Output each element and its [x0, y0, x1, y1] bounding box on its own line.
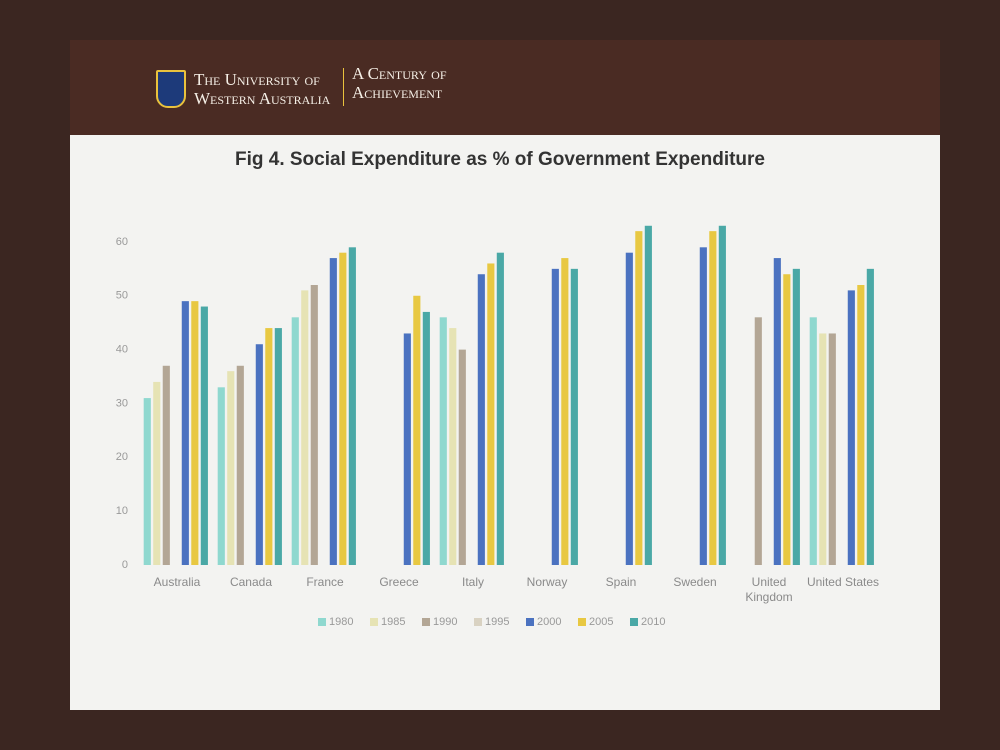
bar	[310, 285, 318, 565]
bar	[143, 398, 151, 565]
bar	[301, 290, 309, 565]
legend-swatch	[578, 618, 586, 626]
bar	[458, 349, 466, 565]
header-band: The University of Western Australia A Ce…	[70, 40, 940, 135]
x-tick-label: France	[306, 575, 344, 589]
x-tick-label: Spain	[605, 575, 637, 589]
bar	[819, 333, 827, 565]
legend-label: 1980	[329, 616, 353, 628]
separator	[343, 68, 344, 106]
legend-swatch	[630, 618, 638, 626]
bar	[857, 285, 865, 565]
centenary-line: Achievement	[352, 83, 443, 102]
bar	[866, 268, 874, 565]
bar	[828, 333, 836, 565]
bar	[439, 317, 447, 565]
bar	[496, 252, 504, 565]
bar	[255, 344, 263, 565]
bar	[162, 365, 170, 565]
bar	[329, 258, 337, 565]
bar	[274, 328, 282, 565]
bar	[449, 328, 457, 565]
bar	[477, 274, 485, 565]
bar	[348, 247, 356, 566]
bar	[754, 317, 762, 565]
bar	[792, 268, 800, 565]
bar	[487, 263, 495, 565]
bar	[200, 306, 208, 565]
y-tick-label: 40	[116, 344, 128, 356]
chart-title: Fig 4. Social Expenditure as % of Govern…	[235, 149, 765, 170]
y-tick-label: 50	[116, 290, 128, 302]
bar	[403, 333, 411, 565]
bar	[339, 252, 347, 565]
bar	[783, 274, 791, 565]
bar	[644, 225, 652, 565]
legend-label: 1995	[485, 616, 509, 628]
y-tick-label: 0	[122, 559, 128, 571]
bar	[191, 301, 199, 565]
y-tick-label: 10	[116, 505, 128, 517]
bar	[422, 311, 430, 565]
legend-label: 1985	[381, 616, 405, 628]
university-line: Western Australia	[194, 89, 331, 108]
y-tick-label: 20	[116, 451, 128, 463]
legend-swatch	[526, 618, 534, 626]
legend-swatch	[422, 618, 430, 626]
x-tick-label: United States	[806, 575, 880, 589]
bar	[265, 328, 273, 565]
x-tick-label: Australia	[153, 575, 201, 589]
bar	[709, 231, 717, 565]
legend-label: 2010	[641, 616, 665, 628]
x-tick-label: Sweden	[673, 575, 717, 589]
bar	[181, 301, 189, 565]
bar	[718, 225, 726, 565]
legend-swatch	[370, 618, 378, 626]
y-tick-label: 60	[116, 236, 128, 248]
bar	[635, 231, 643, 565]
bar	[551, 268, 559, 565]
bar	[561, 258, 569, 565]
bar	[227, 371, 235, 565]
x-tick-label: Canada	[229, 575, 273, 589]
legend-label: 2005	[589, 616, 613, 628]
legend-label: 1990	[433, 616, 457, 628]
x-tick-label: Norway	[526, 575, 568, 589]
bar	[699, 247, 707, 566]
legend-swatch	[474, 618, 482, 626]
bar	[236, 365, 244, 565]
university-line: The University of	[194, 70, 320, 89]
centenary-line: A Century of	[352, 64, 447, 83]
bar	[847, 290, 855, 565]
x-tick-label: Greece	[379, 575, 419, 589]
x-tick-label: Italy	[461, 575, 484, 589]
bar	[153, 381, 161, 565]
legend-label: 2000	[537, 616, 561, 628]
crest	[156, 70, 186, 108]
legend-swatch	[318, 618, 326, 626]
bar	[291, 317, 299, 565]
y-tick-label: 30	[116, 397, 128, 409]
bar	[773, 258, 781, 565]
bar	[413, 295, 421, 565]
bar	[809, 317, 817, 565]
bar	[570, 268, 578, 565]
x-tick-label: United Kingdom	[745, 575, 793, 604]
bar	[625, 252, 633, 565]
bar	[217, 387, 225, 565]
